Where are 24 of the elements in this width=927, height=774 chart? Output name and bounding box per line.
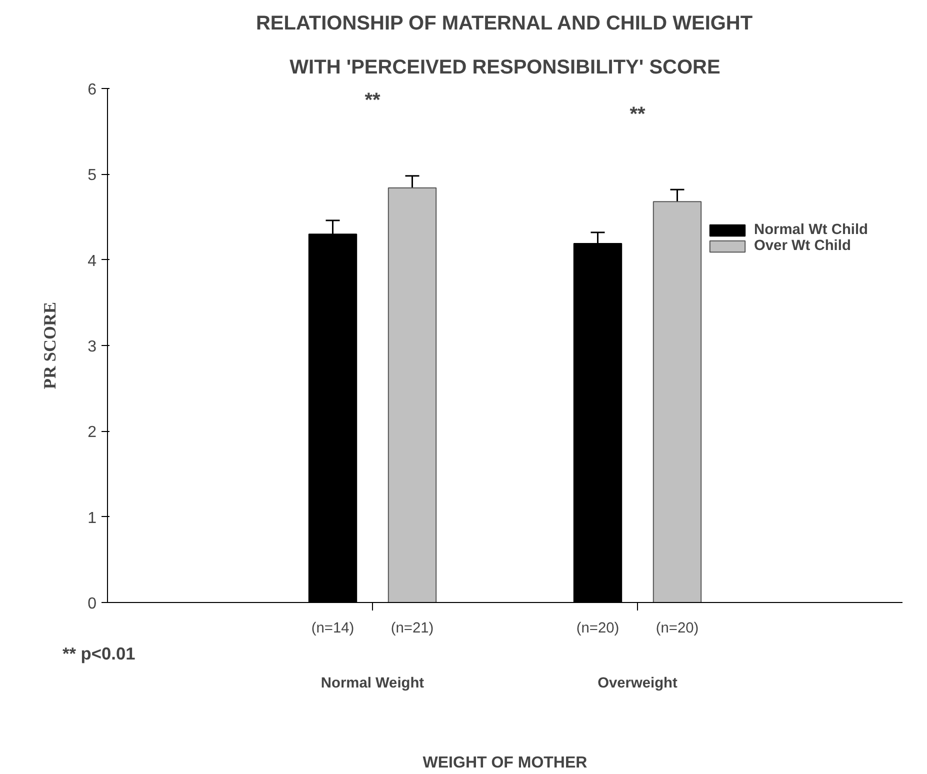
annotation: ** (630, 103, 646, 126)
y-tick-label: 4 (88, 252, 97, 270)
y-tick-label: 5 (88, 167, 97, 184)
text: (n=20) (656, 620, 699, 636)
annotation: ** (364, 90, 380, 112)
legend-label: Over Wt Child (754, 238, 851, 254)
y-tick-label: 2 (88, 424, 97, 442)
x-tick-label: Overweight (598, 676, 678, 692)
legend-label: Normal Wt Child (754, 222, 868, 238)
text: (n=21) (390, 620, 434, 636)
y-tick-label: 0 (88, 596, 97, 612)
chart-subtitle: WITH 'PERCEIVED RESPONSIBILITY' SCORE (290, 56, 720, 78)
y-tick-label: 6 (88, 82, 97, 98)
bar (652, 201, 702, 602)
chart-title: RELATIONSHIP OF MATERNAL AND CHILD WEIGHT (256, 12, 753, 34)
text: (n=14) (311, 620, 354, 636)
x-tick-label: Normal Weight (320, 676, 424, 692)
bar (388, 187, 437, 602)
y-tick-label: 3 (88, 338, 97, 356)
y-axis-title: PR SCORE (40, 302, 60, 390)
text: (n=20) (576, 620, 620, 636)
x-axis-title: WEIGHT OF MOTHER (422, 754, 588, 772)
text: ** p<0.01 (62, 644, 136, 664)
y-tick-label: 1 (88, 510, 97, 527)
